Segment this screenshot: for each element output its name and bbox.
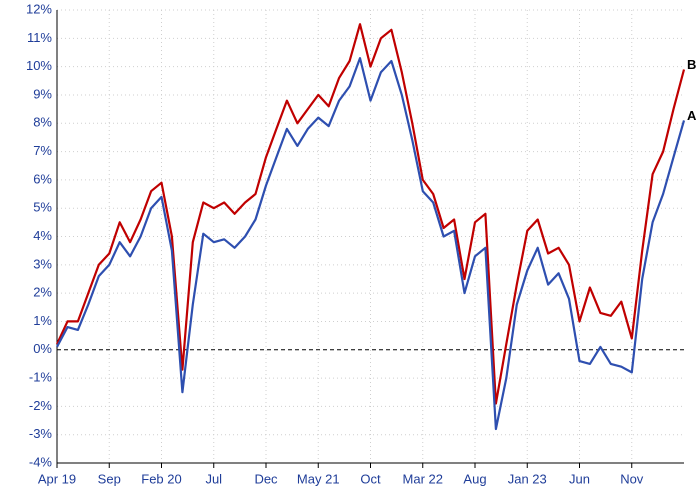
x-tick-label: Feb 20 xyxy=(141,471,181,486)
y-tick-label: 9% xyxy=(33,86,52,101)
x-tick-label: Jun xyxy=(569,471,590,486)
x-tick-label: Nov xyxy=(620,471,644,486)
y-tick-label: 12% xyxy=(26,1,52,16)
y-tick-label: 5% xyxy=(33,200,52,215)
y-tick-label: 2% xyxy=(33,285,52,300)
x-tick-label: May 21 xyxy=(297,471,340,486)
y-tick-label: 7% xyxy=(33,143,52,158)
y-tick-label: -1% xyxy=(29,370,53,385)
x-tick-label: Apr 19 xyxy=(38,471,76,486)
x-tick-label: Jul xyxy=(205,471,222,486)
x-tick-label: Mar 22 xyxy=(403,471,443,486)
y-tick-label: 0% xyxy=(33,341,52,356)
y-tick-label: 10% xyxy=(26,58,52,73)
series-label: B xyxy=(687,57,696,72)
x-tick-label: Dec xyxy=(254,471,278,486)
y-tick-label: 4% xyxy=(33,228,52,243)
series-line xyxy=(56,23,686,405)
x-tick-label: Aug xyxy=(463,471,486,486)
x-tick-label: Sep xyxy=(98,471,121,486)
y-tick-label: 11% xyxy=(27,30,52,45)
x-tick-label: Jan 23 xyxy=(508,471,547,486)
x-tick-label: Oct xyxy=(360,471,381,486)
series-line xyxy=(56,57,686,431)
y-tick-label: 8% xyxy=(33,115,52,130)
series-label: A xyxy=(687,108,697,123)
y-tick-label: -4% xyxy=(29,454,53,469)
y-tick-label: 1% xyxy=(33,313,52,328)
y-tick-label: -3% xyxy=(29,426,53,441)
y-tick-label: 3% xyxy=(33,256,52,271)
y-tick-label: 6% xyxy=(33,171,52,186)
y-tick-label: -2% xyxy=(29,398,53,413)
